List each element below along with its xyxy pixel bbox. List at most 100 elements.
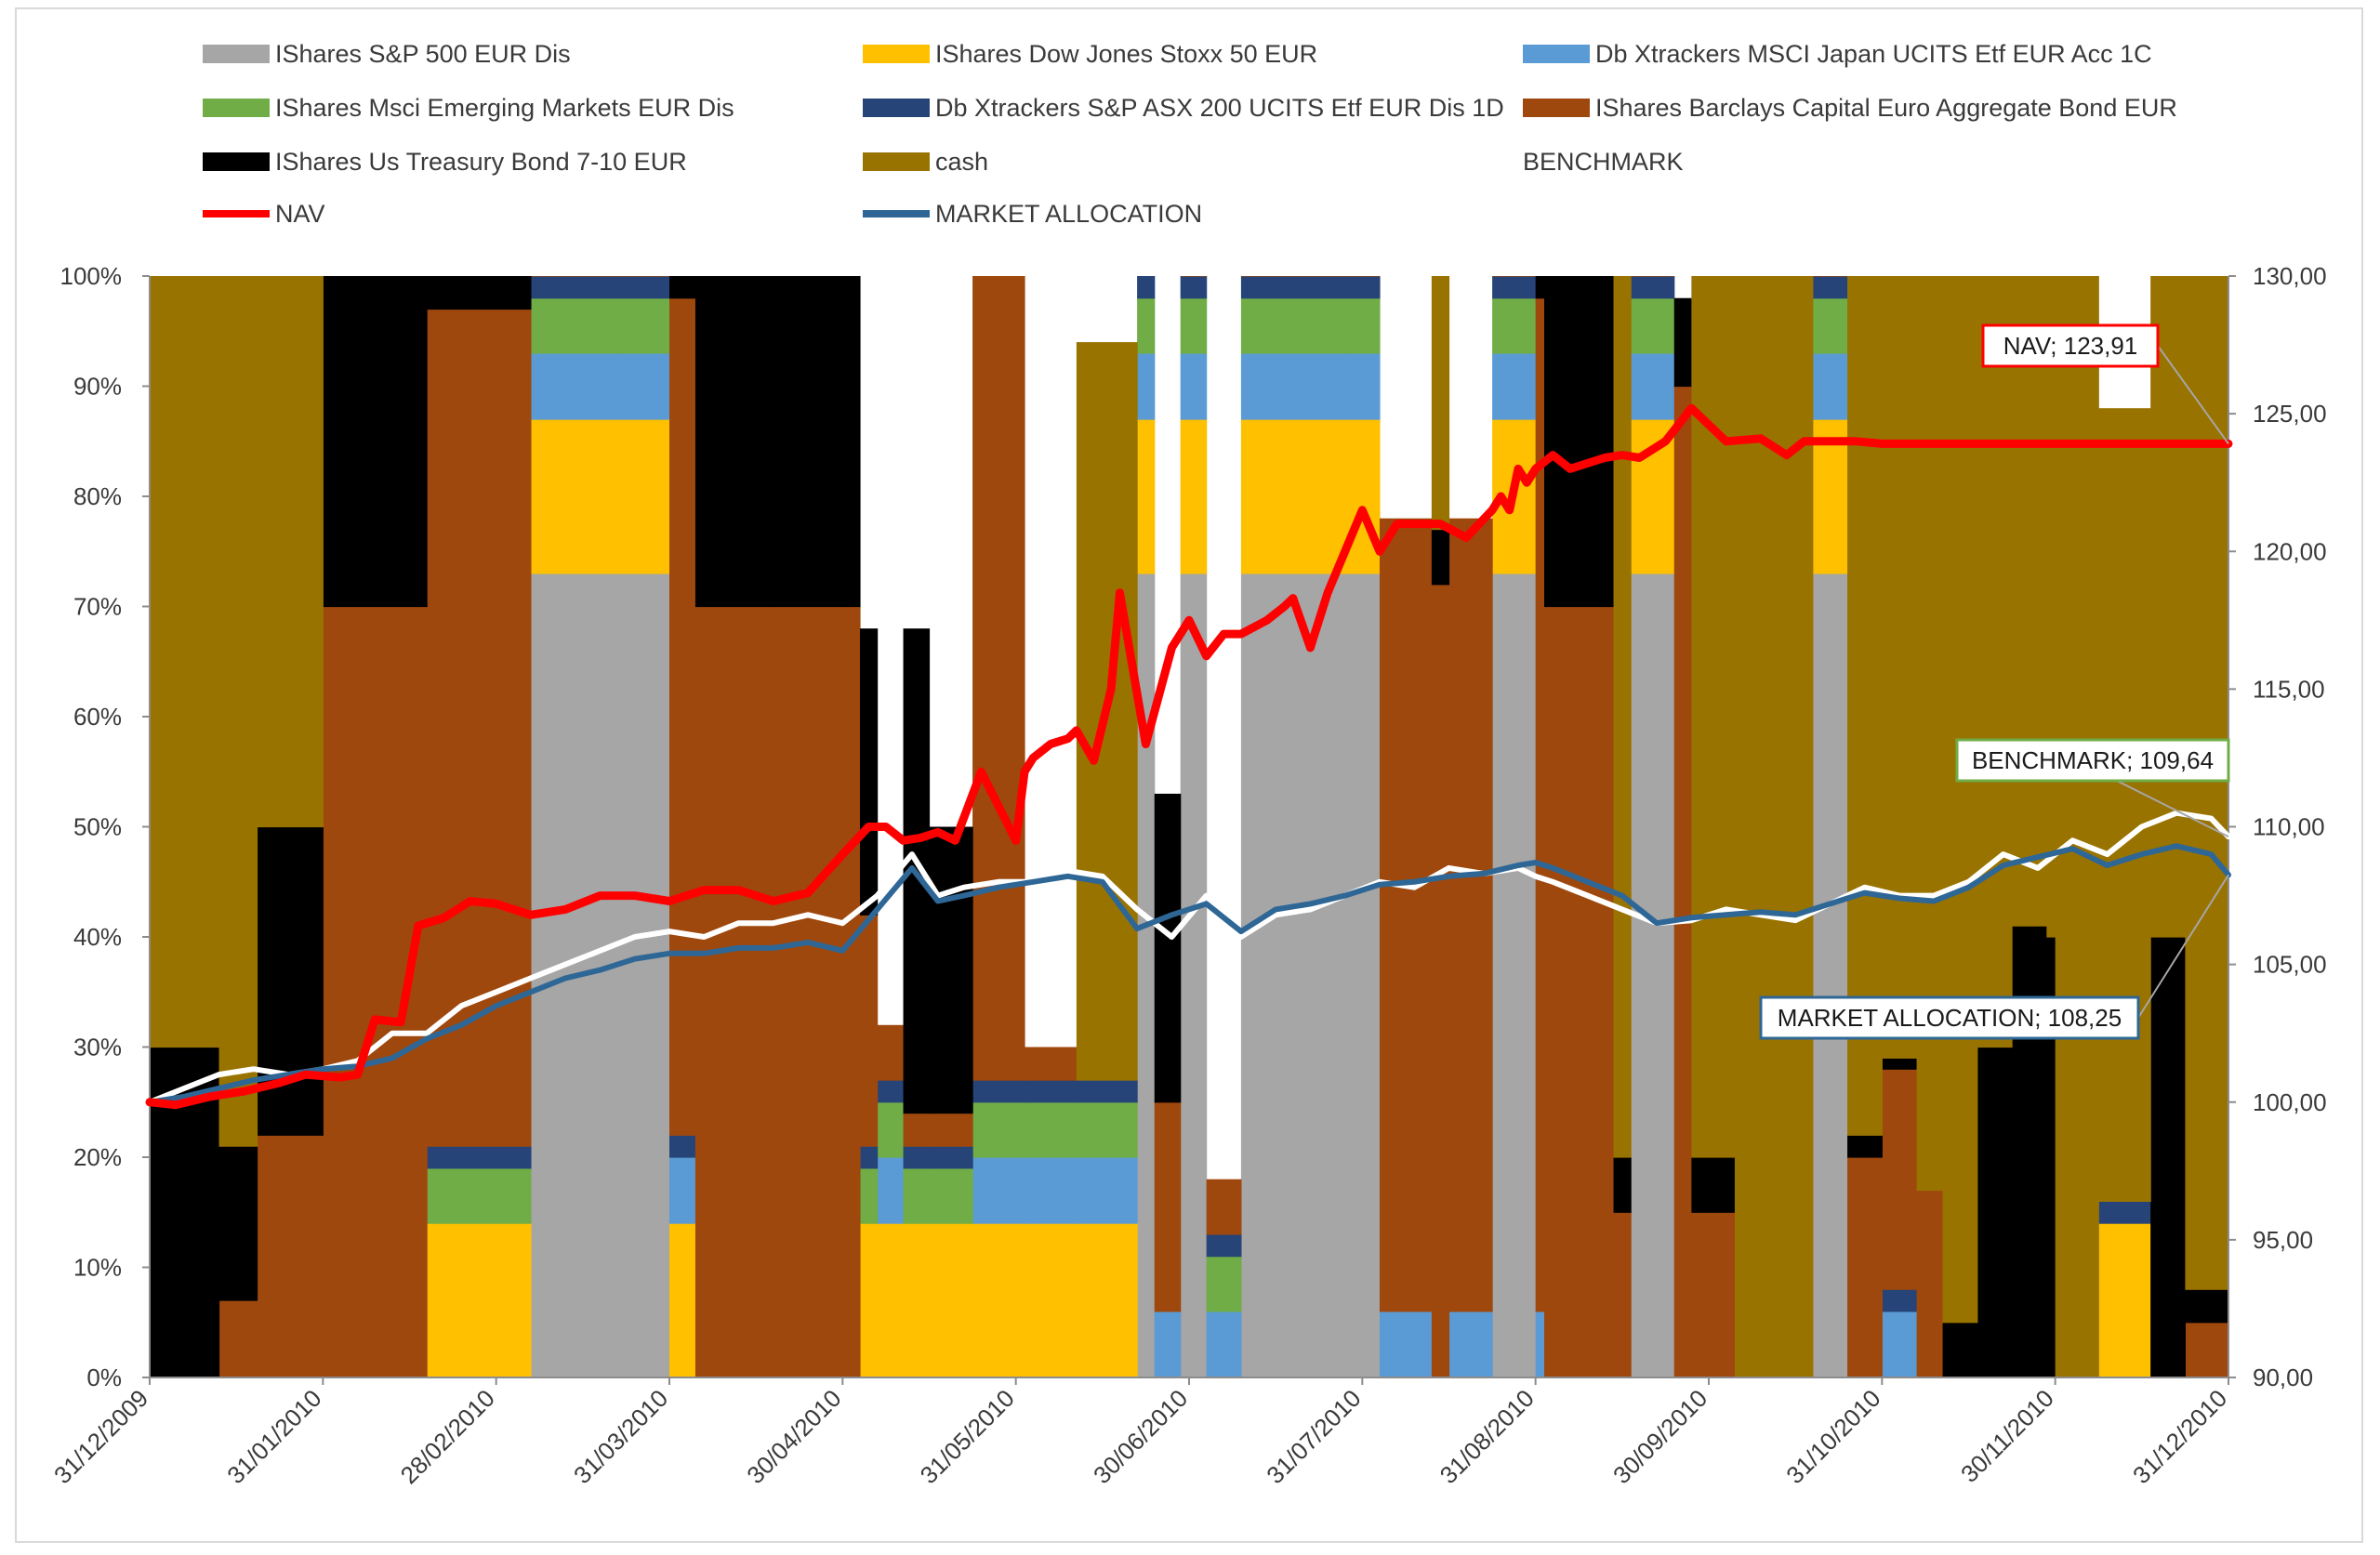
annotation-label: MARKET ALLOCATION; 108,25 (1778, 1004, 2122, 1032)
area-segment (1812, 297, 1848, 354)
x-tick-label: 31/07/2010 (1261, 1384, 1366, 1489)
area-segment (1916, 1190, 1944, 1377)
area-segment (1240, 297, 1346, 354)
area-segment (1206, 1179, 1242, 1235)
area-segment (1882, 276, 1918, 1059)
area-segment (1180, 276, 1208, 299)
area-segment (1882, 1058, 1918, 1070)
area-segment (1847, 276, 1883, 1136)
area-segment (1847, 1135, 1883, 1158)
x-tick-label: 31/05/2010 (915, 1384, 1020, 1489)
area-segment (257, 276, 324, 828)
line-series-nav (145, 403, 2233, 1110)
area-segment (617, 276, 670, 277)
area-segment (859, 1167, 879, 1224)
area-segment (694, 276, 774, 608)
area-segment (1492, 276, 1537, 277)
area-segment (773, 276, 843, 608)
area-segment (530, 276, 618, 299)
legend-swatch (863, 152, 930, 171)
legend-label: cash (935, 147, 989, 176)
x-tick-label: 30/04/2010 (741, 1384, 846, 1489)
legend-label: IShares Msci Emerging Markets EUR Dis (275, 93, 734, 122)
area-segment (1613, 276, 1632, 1158)
area-segment (1847, 1157, 1883, 1377)
area-segment (842, 276, 861, 608)
area-segment (1431, 584, 1450, 1377)
annotation-benchmark: BENCHMARK; 109,64 (1955, 738, 2230, 838)
area-segment (1492, 573, 1537, 1377)
area-segment (1882, 1289, 1918, 1312)
area-segment (1180, 297, 1208, 354)
area-segment (1024, 1080, 1078, 1103)
area-segment (530, 297, 618, 354)
area-segment (2150, 937, 2187, 1377)
area-segment (694, 606, 774, 1377)
legend-swatch (203, 152, 270, 171)
area-segment (1673, 386, 1692, 1377)
area-segment (1240, 419, 1346, 574)
area-segment (218, 1300, 258, 1377)
area-series-ishares-msci-emerging-markets-eur-dis (427, 297, 1848, 1312)
area-segment (1769, 276, 1814, 1377)
legend-label: Db Xtrackers MSCI Japan UCITS Etf EUR Ac… (1595, 39, 2152, 68)
x-tick-label: 30/09/2010 (1607, 1384, 1712, 1489)
area-segment (859, 1146, 879, 1169)
area-series-db-xtrackers-msci-japan-ucits-etf-eur-acc-1c (530, 352, 1918, 1377)
y2-tick-label: 115,00 (2253, 675, 2325, 703)
area-segment (2012, 926, 2047, 1377)
area-segment (323, 276, 428, 608)
area-segment (1137, 352, 1156, 420)
area-segment (1180, 419, 1208, 574)
area-segment (2012, 276, 2047, 927)
area-segment (1240, 352, 1346, 420)
x-tick-label: 28/02/2010 (395, 1384, 500, 1489)
area-segment (427, 1223, 532, 1377)
area-segment (1631, 297, 1675, 354)
area-series-ishares-s-p-500-eur-dis (530, 573, 1848, 1377)
area-segment (1977, 1047, 2013, 1377)
annotation-market-allocation: MARKET ALLOCATION; 108,25 (1759, 874, 2229, 1040)
legend-swatch (1523, 99, 1590, 117)
area-segment (1240, 276, 1346, 277)
area-segment (530, 419, 618, 574)
y-tick-label: 100% (60, 262, 123, 290)
area-segment (1448, 518, 1493, 1312)
area-segment (1154, 1101, 1182, 1312)
area-segment (669, 1223, 696, 1377)
area-segment (2098, 1201, 2151, 1224)
y-tick-label: 70% (73, 593, 122, 621)
area-segment (1379, 518, 1433, 1312)
annotation-box (1955, 738, 2230, 783)
area-segment (1206, 1311, 1242, 1377)
area-segment (427, 309, 532, 1147)
area-segment (1137, 573, 1156, 1377)
area-segment (1154, 793, 1182, 1103)
legend-label: IShares Us Treasury Bond 7-10 EUR (275, 147, 687, 176)
area-segment (2098, 408, 2151, 1202)
area-segment (1344, 573, 1381, 1377)
area-segment (903, 1113, 931, 1147)
area-segment (1344, 352, 1381, 420)
y2-tick-label: 120,00 (2253, 537, 2327, 565)
area-segment (617, 297, 670, 354)
area-segment (877, 1223, 905, 1377)
area-segment (1344, 276, 1381, 277)
area-segment (929, 1113, 973, 1147)
area-segment (929, 1146, 973, 1169)
x-tick-label: 31/08/2010 (1435, 1384, 1540, 1489)
x-tick-label: 31/10/2010 (1780, 1384, 1885, 1489)
area-segment (1344, 297, 1381, 354)
area-segment (150, 276, 220, 1048)
area-segment (218, 1146, 258, 1301)
area-segment (859, 628, 879, 916)
area-segment (1942, 276, 1978, 1324)
legend-item-ishares-us-treasury-bond-7-10-eur: IShares Us Treasury Bond 7-10 EUR (203, 143, 687, 180)
area-segment (1916, 276, 1944, 1192)
x-tick-label: 30/06/2010 (1088, 1384, 1193, 1489)
legend-label: IShares S&P 500 EUR Dis (275, 39, 571, 68)
area-segment (257, 1135, 324, 1377)
area-segment (1734, 276, 1770, 1377)
chart-frame: IShares S&P 500 EUR Dis IShares Dow Jones… (15, 7, 2363, 1543)
area-segment (1691, 276, 1736, 1158)
